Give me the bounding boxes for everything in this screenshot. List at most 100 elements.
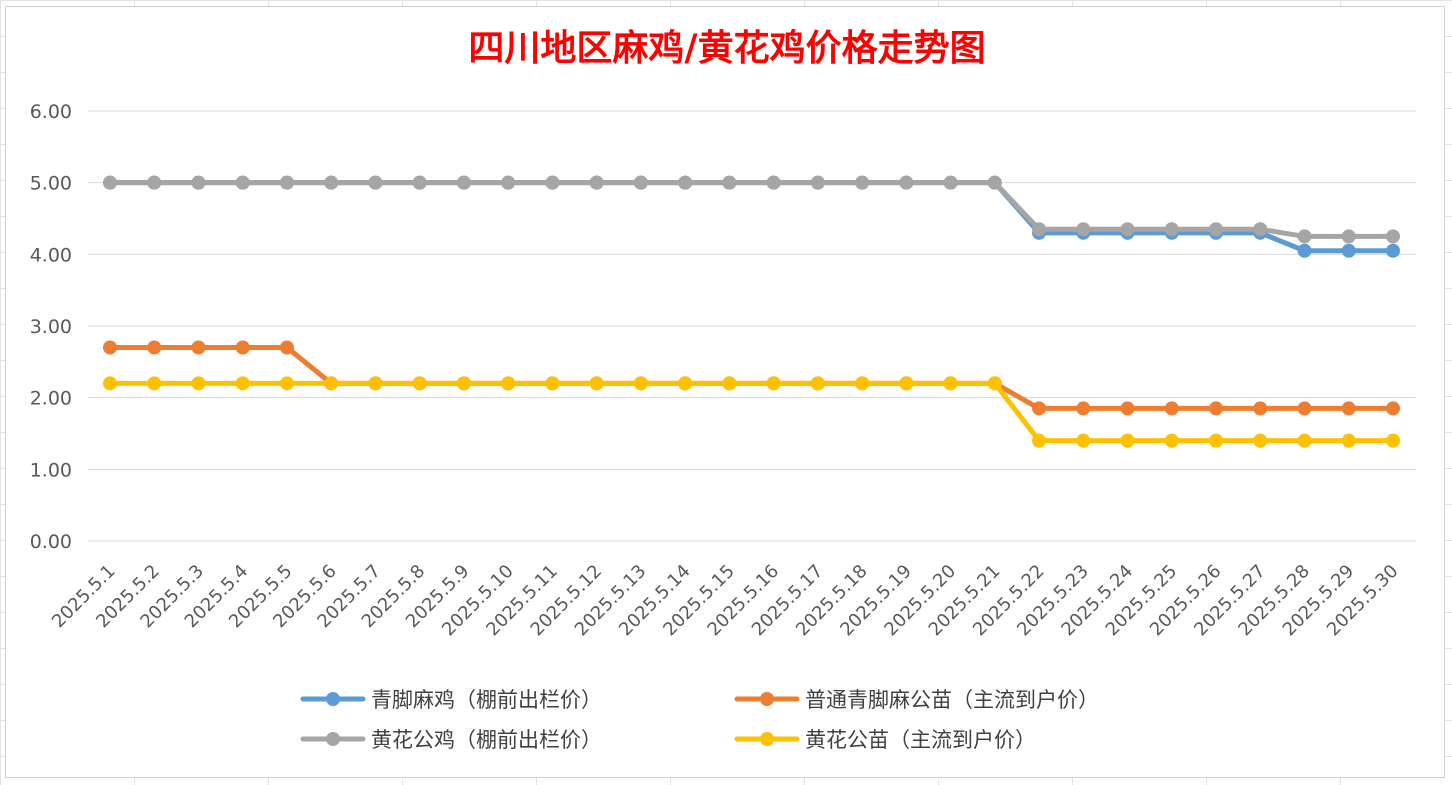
- data-point: [545, 376, 560, 391]
- data-point: [899, 175, 914, 190]
- series-line: [107, 345, 1396, 411]
- data-point: [899, 376, 914, 391]
- data-point: [1076, 433, 1091, 448]
- data-point: [368, 376, 383, 391]
- data-point: [722, 175, 737, 190]
- data-point: [589, 376, 604, 391]
- data-point: [987, 175, 1002, 190]
- legend-item[interactable]: 黄花公鸡（棚前出栏价）: [300, 728, 602, 752]
- legend-label: 青脚麻鸡（棚前出栏价）: [371, 688, 602, 712]
- data-point: [855, 175, 870, 190]
- x-axis-ticks: 2025.5.12025.5.22025.5.32025.5.42025.5.5…: [48, 561, 1403, 641]
- series-0: [103, 175, 1400, 258]
- legend-swatch-marker: [326, 732, 340, 746]
- data-point: [1253, 222, 1268, 237]
- data-point: [1297, 243, 1312, 258]
- data-point: [633, 175, 648, 190]
- y-tick-label: 2.00: [30, 388, 72, 410]
- legend-swatch-marker: [326, 692, 340, 706]
- data-point: [1076, 401, 1091, 416]
- data-point: [810, 175, 825, 190]
- data-point: [678, 376, 693, 391]
- data-point: [1032, 401, 1047, 416]
- y-tick-label: 5.00: [30, 173, 72, 195]
- gridlines: [88, 110, 1416, 542]
- series-layer: [103, 175, 1400, 448]
- data-point: [103, 376, 117, 391]
- data-point: [1253, 433, 1268, 448]
- data-point: [1253, 401, 1268, 416]
- data-point: [235, 376, 250, 391]
- data-point: [589, 175, 604, 190]
- data-point: [943, 376, 958, 391]
- series-line: [107, 180, 1396, 239]
- data-point: [1120, 222, 1135, 237]
- legend-label: 普通青脚麻公苗（主流到户价）: [805, 688, 1099, 712]
- data-point: [147, 340, 162, 355]
- data-point: [810, 376, 825, 391]
- data-point: [1209, 433, 1224, 448]
- legend-item[interactable]: 普通青脚麻公苗（主流到户价）: [734, 688, 1099, 712]
- data-point: [501, 175, 516, 190]
- legend-item[interactable]: 青脚麻鸡（棚前出栏价）: [300, 688, 602, 712]
- data-point: [1386, 229, 1400, 244]
- legend-label: 黄花公苗（主流到户价）: [805, 728, 1036, 752]
- series-2: [103, 175, 1400, 244]
- data-point: [324, 376, 339, 391]
- chart-title: 四川地区麻鸡/黄花鸡价格走势图: [468, 27, 985, 69]
- data-point: [1209, 222, 1224, 237]
- data-point: [412, 175, 427, 190]
- legend-swatch-marker: [760, 692, 774, 706]
- y-tick-label: 0.00: [30, 531, 72, 553]
- data-point: [1076, 222, 1091, 237]
- data-point: [987, 376, 1002, 391]
- series-1: [103, 340, 1400, 416]
- data-point: [766, 376, 781, 391]
- data-point: [1032, 222, 1047, 237]
- data-point: [1297, 401, 1312, 416]
- legend-swatch-marker: [760, 732, 774, 746]
- data-point: [1120, 433, 1135, 448]
- data-point: [235, 175, 250, 190]
- data-point: [633, 376, 648, 391]
- chart-area[interactable]: [5, 6, 1445, 778]
- y-axis-ticks: 0.00 1.00 2.00 3.00 4.00 5.00 6.00: [30, 101, 72, 553]
- data-point: [103, 175, 117, 190]
- series-line: [107, 380, 1396, 444]
- data-point: [545, 175, 560, 190]
- data-point: [1386, 243, 1400, 258]
- data-point: [324, 175, 339, 190]
- y-tick-label: 6.00: [30, 101, 72, 123]
- data-point: [279, 340, 294, 355]
- data-point: [855, 376, 870, 391]
- data-point: [1341, 401, 1356, 416]
- data-point: [456, 376, 471, 391]
- data-point: [501, 376, 516, 391]
- data-point: [103, 340, 117, 355]
- data-point: [1120, 401, 1135, 416]
- data-point: [1164, 433, 1179, 448]
- y-tick-label: 1.00: [30, 459, 72, 481]
- data-point: [1386, 401, 1400, 416]
- data-point: [678, 175, 693, 190]
- data-point: [1341, 229, 1356, 244]
- data-point: [412, 376, 427, 391]
- data-point: [1341, 243, 1356, 258]
- data-point: [279, 376, 294, 391]
- series-3: [103, 376, 1400, 448]
- data-point: [1164, 222, 1179, 237]
- legend-label: 黄花公鸡（棚前出栏价）: [371, 728, 602, 752]
- data-point: [147, 376, 162, 391]
- data-point: [1164, 401, 1179, 416]
- y-tick-label: 4.00: [30, 244, 72, 266]
- legend: 青脚麻鸡（棚前出栏价） 普通青脚麻公苗（主流到户价） 黄花公鸡（棚前出栏价） 黄花公苗…: [300, 688, 1099, 752]
- data-point: [1032, 433, 1047, 448]
- data-point: [191, 340, 206, 355]
- data-point: [235, 340, 250, 355]
- data-point: [1297, 433, 1312, 448]
- data-point: [722, 376, 737, 391]
- legend-item[interactable]: 黄花公苗（主流到户价）: [734, 728, 1036, 752]
- data-point: [1386, 433, 1400, 448]
- data-point: [1209, 401, 1224, 416]
